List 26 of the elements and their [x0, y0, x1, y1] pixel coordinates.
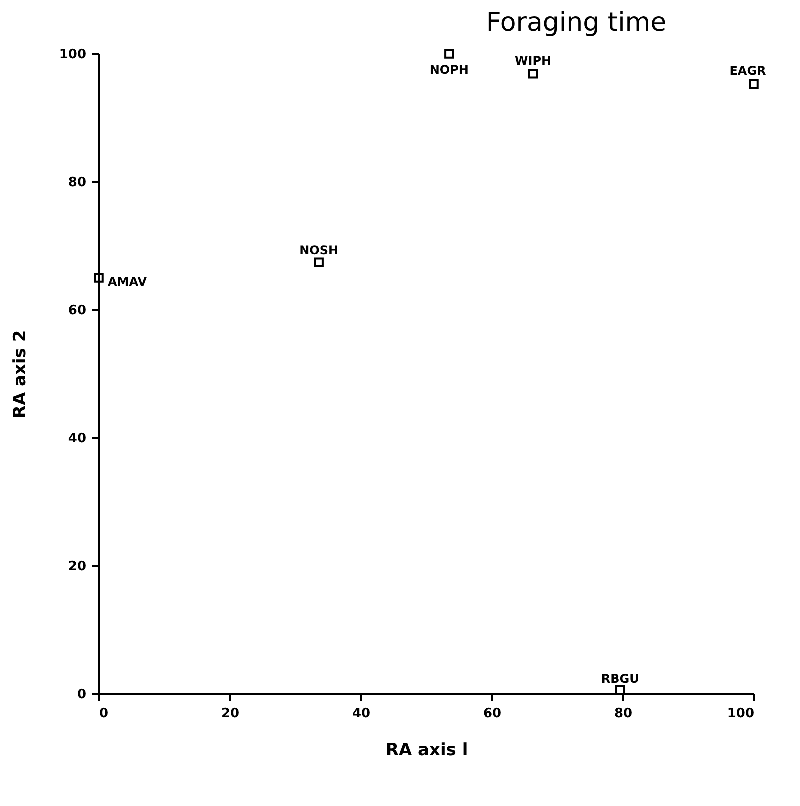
chart-title: Foraging time — [486, 8, 667, 38]
y-axis-title: RA axis 2 — [10, 330, 30, 419]
x-axis-title: RA axis l — [386, 740, 468, 760]
x-tick-label: 0 — [100, 706, 109, 722]
point — [314, 258, 324, 268]
series-label: AMAV — [108, 275, 148, 289]
series-label: NOSH — [300, 244, 339, 258]
x-tick-label: 20 — [221, 706, 240, 722]
x-tick-label: 100 — [727, 706, 754, 722]
y-tick-label: 40 — [68, 432, 86, 446]
point — [444, 49, 454, 59]
series-label: WIPH — [514, 54, 552, 68]
y-tick-label: 80 — [68, 176, 86, 190]
point — [528, 68, 538, 79]
y-tick-label: 20 — [68, 560, 86, 574]
x-tick-label: 80 — [614, 706, 633, 722]
series-label: NOPH — [430, 63, 469, 77]
y-tick-label: 60 — [68, 304, 86, 318]
point — [749, 79, 759, 89]
point — [94, 273, 104, 283]
series-label: RBGU — [601, 672, 640, 686]
series-label: EAGR — [730, 64, 766, 78]
x-tick-label: 40 — [352, 706, 371, 722]
y-tick-label: 0 — [77, 688, 86, 702]
y-tick-label: 100 — [59, 48, 86, 62]
x-tick-label: 60 — [483, 706, 502, 722]
